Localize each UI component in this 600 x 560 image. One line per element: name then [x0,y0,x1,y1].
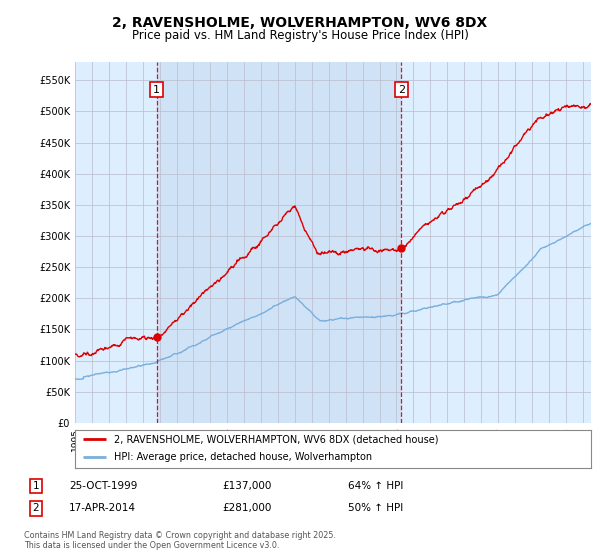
Bar [157,62,401,423]
Text: Contains HM Land Registry data © Crown copyright and database right 2025.: Contains HM Land Registry data © Crown c… [24,531,336,540]
Text: 2, RAVENSHOLME, WOLVERHAMPTON, WV6 8DX: 2, RAVENSHOLME, WOLVERHAMPTON, WV6 8DX [112,16,488,30]
Text: £281,000: £281,000 [222,503,271,514]
Text: 2, RAVENSHOLME, WOLVERHAMPTON, WV6 8DX (detached house): 2, RAVENSHOLME, WOLVERHAMPTON, WV6 8DX (… [114,434,438,444]
Text: This data is licensed under the Open Government Licence v3.0.: This data is licensed under the Open Gov… [24,541,280,550]
Text: HPI: Average price, detached house, Wolverhampton: HPI: Average price, detached house, Wolv… [114,452,372,462]
Text: Price paid vs. HM Land Registry's House Price Index (HPI): Price paid vs. HM Land Registry's House … [131,29,469,42]
Text: 50% ↑ HPI: 50% ↑ HPI [348,503,403,514]
Text: 2: 2 [32,503,40,514]
Text: 17-APR-2014: 17-APR-2014 [69,503,136,514]
Text: 64% ↑ HPI: 64% ↑ HPI [348,481,403,491]
Text: £137,000: £137,000 [222,481,271,491]
Text: 25-OCT-1999: 25-OCT-1999 [69,481,137,491]
Text: 1: 1 [153,85,160,95]
Text: 1: 1 [32,481,40,491]
Text: 2: 2 [398,85,405,95]
